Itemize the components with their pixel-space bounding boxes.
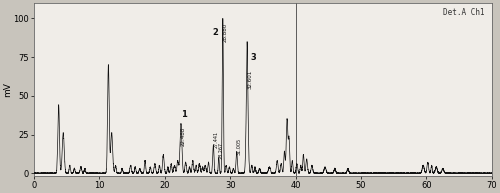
Text: 1: 1 bbox=[182, 110, 187, 119]
Text: 22.488: 22.488 bbox=[181, 127, 186, 146]
Text: 3: 3 bbox=[250, 53, 256, 62]
Text: 28.267: 28.267 bbox=[219, 142, 224, 159]
Text: 32.601: 32.601 bbox=[247, 69, 252, 89]
Text: 2: 2 bbox=[213, 28, 218, 37]
Text: 28.880: 28.880 bbox=[223, 23, 228, 42]
Text: 31.005: 31.005 bbox=[236, 138, 242, 155]
Y-axis label: mV: mV bbox=[3, 82, 12, 97]
Text: 27.441: 27.441 bbox=[214, 131, 218, 148]
Text: Det.A Ch1: Det.A Ch1 bbox=[444, 8, 485, 17]
